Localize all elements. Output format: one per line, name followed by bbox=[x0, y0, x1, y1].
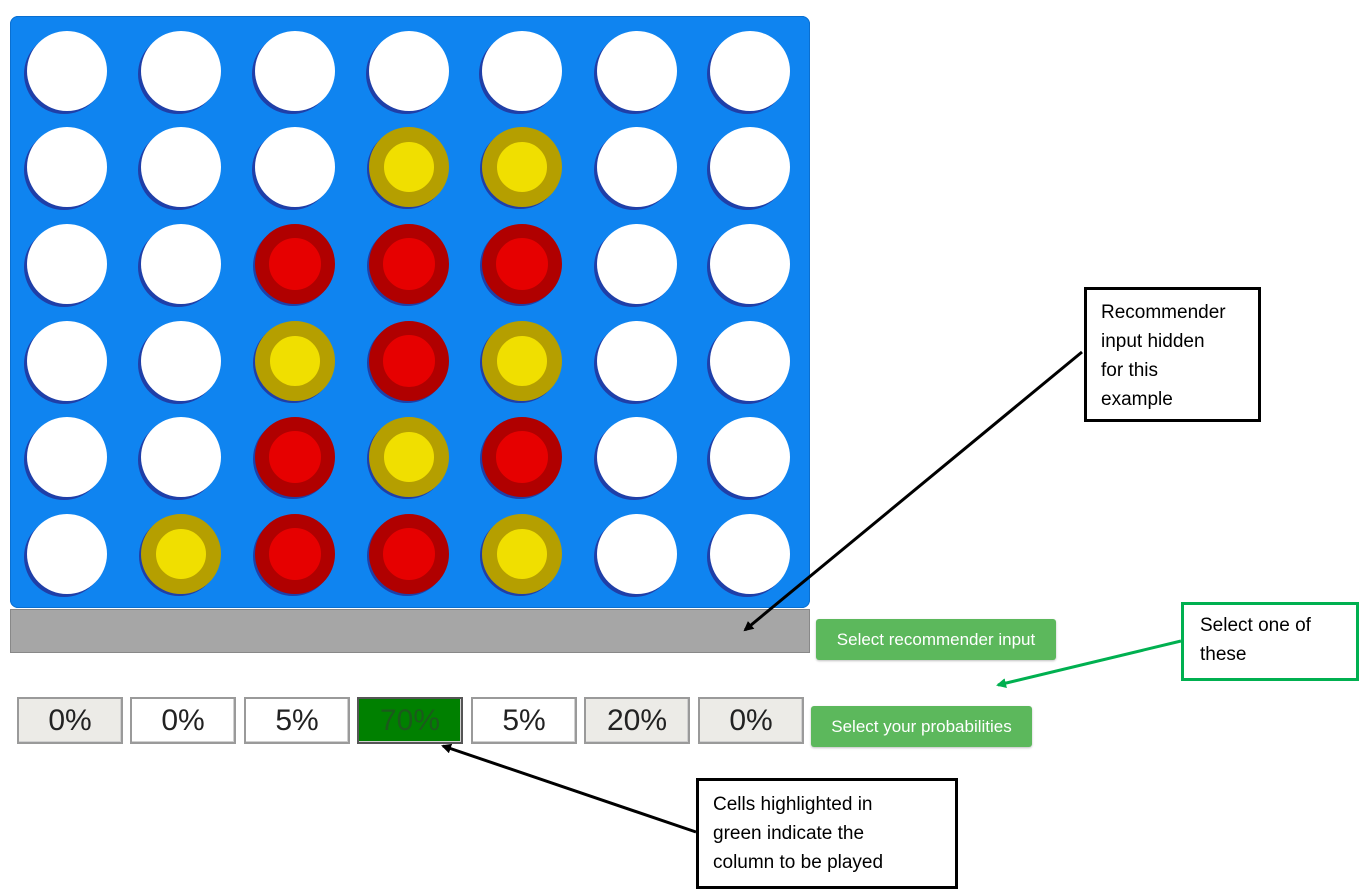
callout-line: for this bbox=[1101, 360, 1159, 381]
empty-slot bbox=[141, 224, 221, 304]
callout-line: Recommender bbox=[1101, 302, 1226, 323]
empty-slot bbox=[710, 321, 790, 401]
probability-cell-col-5[interactable]: 5% bbox=[471, 697, 577, 744]
arrow-to-recommender-bar bbox=[743, 350, 1083, 632]
callout-line: Select one of bbox=[1200, 615, 1311, 636]
select-recommender-input-button[interactable]: Select recommender input bbox=[816, 619, 1056, 660]
probability-cell-col-7[interactable]: 0% bbox=[698, 697, 804, 744]
empty-slot bbox=[710, 224, 790, 304]
probability-cell-col-2[interactable]: 0% bbox=[130, 697, 236, 744]
empty-slot bbox=[141, 31, 221, 111]
empty-slot bbox=[597, 127, 677, 207]
empty-slot bbox=[27, 224, 107, 304]
select-probabilities-button[interactable]: Select your probabilities bbox=[811, 706, 1032, 747]
empty-slot bbox=[141, 321, 221, 401]
empty-slot bbox=[597, 514, 677, 594]
empty-slot bbox=[369, 31, 449, 111]
empty-slot bbox=[141, 417, 221, 497]
empty-slot bbox=[597, 321, 677, 401]
empty-slot bbox=[27, 127, 107, 207]
probability-cell-col-3[interactable]: 5% bbox=[244, 697, 350, 744]
callout-recommender-hidden: Recommender input hidden for this exampl… bbox=[1084, 287, 1261, 422]
empty-slot bbox=[27, 321, 107, 401]
empty-slot bbox=[27, 417, 107, 497]
callout-line: these bbox=[1200, 644, 1247, 665]
probability-cell-col-1[interactable]: 0% bbox=[17, 697, 123, 744]
callout-line: column to be played bbox=[713, 852, 884, 873]
empty-slot bbox=[141, 127, 221, 207]
callout-select-one: Select one of these bbox=[1181, 602, 1359, 681]
empty-slot bbox=[27, 514, 107, 594]
empty-slot bbox=[710, 417, 790, 497]
callout-line: example bbox=[1101, 389, 1173, 410]
arrow-to-probability-button bbox=[996, 639, 1182, 688]
empty-slot bbox=[710, 127, 790, 207]
red-disc bbox=[369, 514, 449, 594]
empty-slot bbox=[710, 31, 790, 111]
callout-cells-highlighted: Cells highlighted in green indicate the … bbox=[696, 778, 958, 889]
callout-line: input hidden bbox=[1101, 331, 1205, 352]
empty-slot bbox=[482, 31, 562, 111]
empty-slot bbox=[597, 417, 677, 497]
empty-slot bbox=[710, 514, 790, 594]
arrow-to-green-cell bbox=[441, 743, 697, 834]
empty-slot bbox=[597, 224, 677, 304]
probability-cell-col-6[interactable]: 20% bbox=[584, 697, 690, 744]
probability-cell-col-4[interactable]: 70% bbox=[357, 697, 463, 744]
empty-slot bbox=[255, 31, 335, 111]
empty-slot bbox=[255, 127, 335, 207]
empty-slot bbox=[597, 31, 677, 111]
recommender-input-bar-hidden bbox=[10, 609, 810, 653]
callout-line: Cells highlighted in bbox=[713, 794, 873, 815]
callout-line: green indicate the bbox=[713, 823, 865, 844]
game-board bbox=[10, 16, 810, 608]
empty-slot bbox=[27, 31, 107, 111]
